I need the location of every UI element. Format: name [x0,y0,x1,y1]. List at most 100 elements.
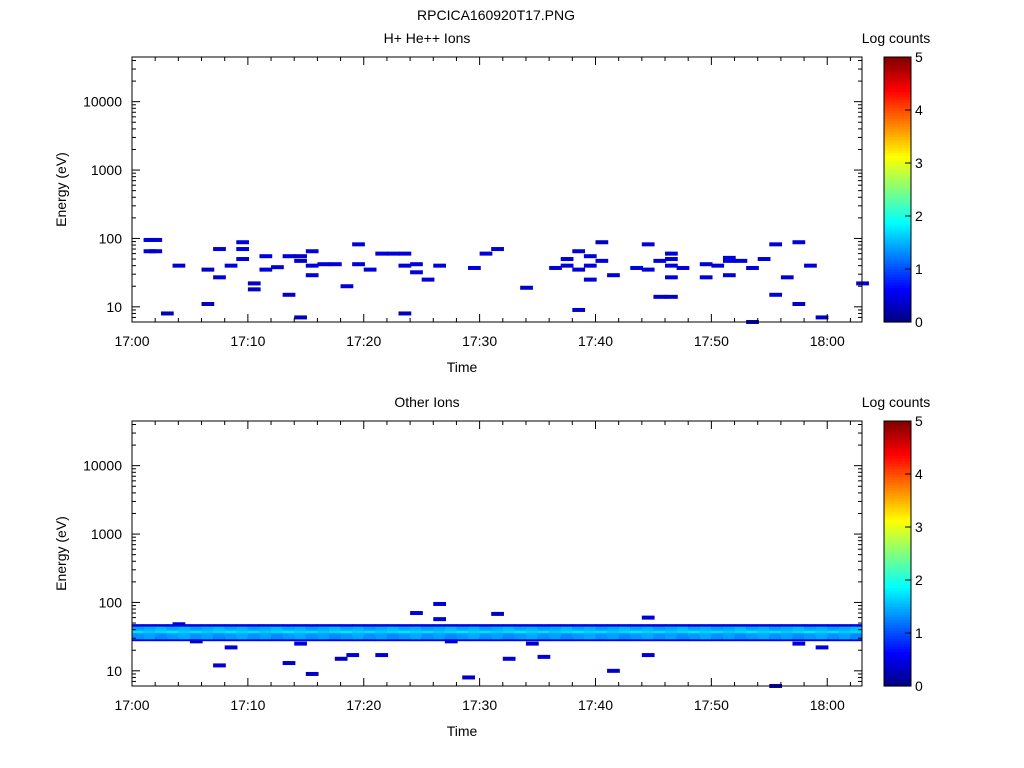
band-cell [224,626,237,633]
band-cell [143,624,156,629]
band-cell [549,626,562,633]
data-cell [757,257,771,262]
data-cell [746,265,759,270]
colorbar-segment [884,263,911,267]
band-cell [398,626,411,633]
colorbar-segment [884,102,911,106]
colorbar-segment [884,436,911,441]
data-cell [294,315,307,320]
x-axis-label: Time [447,723,478,739]
colorbar-segment [884,505,911,510]
x-tick-label: 18:00 [810,697,845,713]
band-cell [827,626,840,633]
band-cell [757,633,770,640]
data-cell [172,263,186,268]
data-cell [149,249,163,254]
figure-title: RPCICA160920T17.PNG [417,7,575,23]
band-cell [514,633,527,640]
colorbar-segment [884,580,911,584]
colorbar-segment [884,529,911,533]
data-cell [665,257,678,262]
data-cell [468,265,481,270]
colorbar-segment [884,86,911,90]
x-tick-label: 17:00 [114,333,149,349]
band-cell [850,626,863,633]
band-cell [502,626,515,633]
colorbar-segment [884,120,911,124]
colorbar-segment [884,237,911,241]
band-cell [514,626,527,633]
data-cell [699,275,713,280]
band-cell [537,624,550,629]
band-cell [734,626,747,633]
data-cell [201,301,215,306]
band-cell [294,626,307,633]
band-cell [780,633,793,640]
colorbar-segment [884,481,911,486]
colorbar-segment [884,202,911,206]
data-cell [352,262,365,267]
colorbar-segment [884,484,911,488]
colorbar-segment [884,651,911,655]
band-cell [224,624,237,629]
band-cell [722,633,736,640]
data-cell [641,242,655,247]
band-cell [398,633,411,640]
data-cell [607,668,620,673]
data-cell [734,258,748,263]
colorbar-segment [884,643,911,647]
band-cell [271,626,284,633]
data-cell [282,254,296,259]
data-cell [305,249,319,254]
colorbar-segment [884,141,911,146]
colorbar-segment [884,474,911,478]
colorbar-segment [884,421,911,425]
band-cell [189,633,203,640]
colorbar-segment [884,537,911,541]
colorbar-segment [884,223,911,228]
colorbar-segment [884,611,911,616]
colorbar-label: Log counts [862,394,931,410]
data-cell [305,263,319,268]
colorbar-segment [884,271,911,275]
colorbar-segment [884,574,911,578]
band-cell [340,626,353,633]
colorbar-segment [884,603,911,608]
colorbar-segment [884,234,911,238]
x-tick-label: 17:50 [694,697,729,713]
band-cell [386,624,400,629]
band-cell [271,633,284,640]
band-cell [317,626,330,633]
data-cell [815,645,829,650]
colorbar-tick-label: 3 [915,155,923,171]
colorbar-segment [884,553,911,557]
data-cell [665,294,678,299]
data-cell [259,254,273,259]
data-cell [653,294,667,299]
colorbar-segment [884,667,911,671]
panel-title: H+ He++ Ions [384,30,471,46]
colorbar-segment [884,595,911,600]
x-tick-label: 17:20 [346,697,381,713]
colorbar-segment [884,181,911,185]
band-cell [340,624,353,629]
colorbar-segment [884,59,911,63]
band-cell [572,626,585,633]
data-cell [433,617,447,622]
band-cell [653,633,666,640]
colorbar-segment [884,319,911,323]
colorbar-segment [884,516,911,520]
colorbar-segment [884,163,911,167]
data-cell [804,263,817,268]
band-cell [375,624,388,629]
data-cell [502,656,516,661]
colorbar-segment [884,452,911,457]
colorbar-segment [884,495,911,499]
colorbar-segment [884,638,911,642]
band-cell [618,624,631,629]
colorbar-segment [884,173,911,177]
colorbar-tick-label: 3 [915,519,923,535]
panel-title: Other Ions [394,394,459,410]
x-tick-label: 17:30 [462,333,497,349]
colorbar-segment [884,627,911,631]
